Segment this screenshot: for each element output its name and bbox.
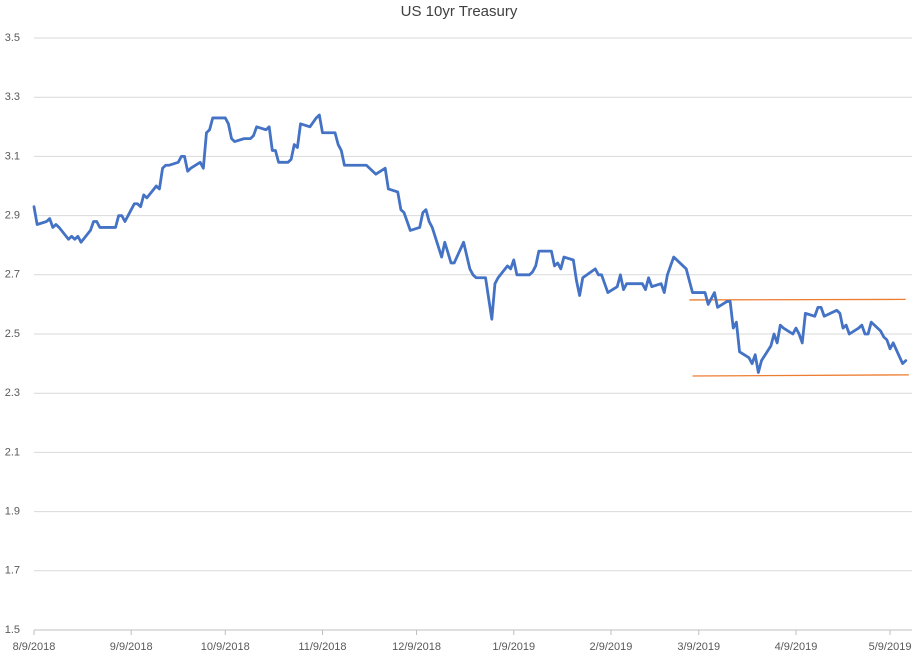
x-tick-label: 12/9/2018 xyxy=(392,641,441,653)
y-tick-label: 2.7 xyxy=(5,269,20,281)
y-tick-label: 2.9 xyxy=(5,210,20,222)
y-tick-label: 2.3 xyxy=(5,387,20,399)
trend-line xyxy=(692,374,909,377)
y-tick-label: 1.9 xyxy=(5,506,20,518)
x-tick-label: 2/9/2019 xyxy=(590,641,633,653)
data-line xyxy=(32,113,908,374)
trend-line xyxy=(689,298,906,301)
y-tick-label: 2.5 xyxy=(5,328,20,340)
y-tick-label: 2.1 xyxy=(5,446,20,458)
y-tick-label: 3.3 xyxy=(5,91,20,103)
y-tick-label: 3.5 xyxy=(5,32,20,44)
x-tick-label: 5/9/2019 xyxy=(869,641,912,653)
x-tick-label: 8/9/2018 xyxy=(13,641,56,653)
x-tick-label: 9/9/2018 xyxy=(110,641,153,653)
x-tick-label: 3/9/2019 xyxy=(677,641,720,653)
y-tick-label: 3.1 xyxy=(5,150,20,162)
chart-title: US 10yr Treasury xyxy=(401,3,518,20)
x-tick-label: 4/9/2019 xyxy=(775,641,818,653)
x-tick-label: 11/9/2018 xyxy=(298,641,346,653)
x-tick-label: 1/9/2019 xyxy=(492,641,535,653)
y-tick-label: 1.5 xyxy=(5,624,20,636)
y-tick-label: 1.7 xyxy=(5,565,20,577)
x-tick-label: 10/9/2018 xyxy=(201,641,250,653)
